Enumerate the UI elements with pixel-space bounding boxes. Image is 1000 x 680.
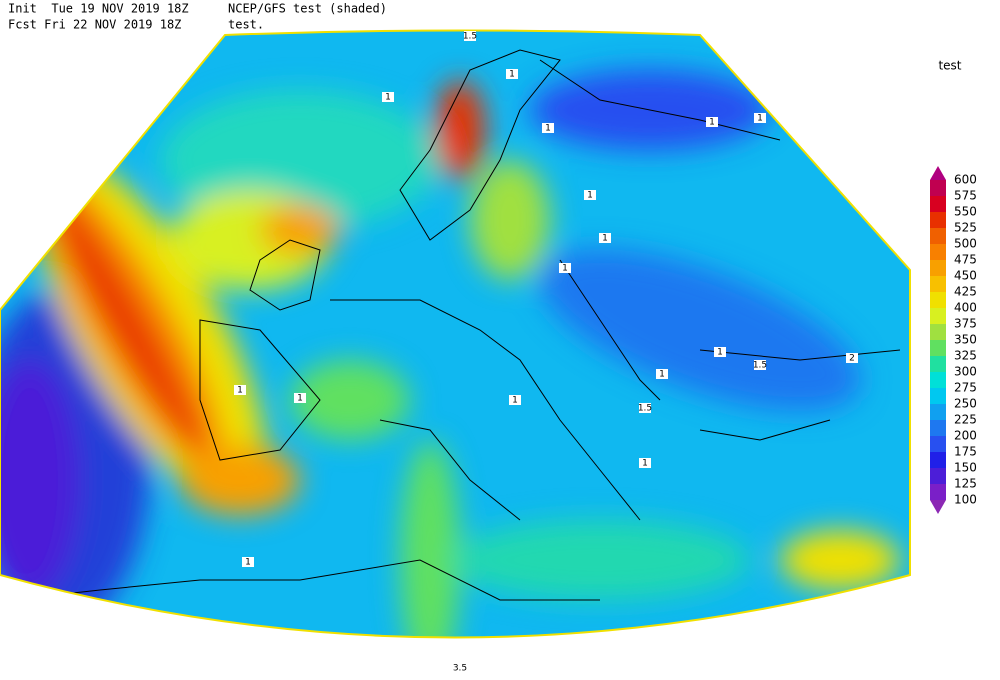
contour-label: 1 [545, 124, 551, 134]
map-border [0, 29, 911, 639]
colorbar-label: 350 [954, 333, 977, 347]
colorbar-swatch [930, 292, 946, 308]
contour-label: 3.5 [453, 664, 467, 674]
colorbar-label: 100 [954, 493, 977, 507]
colorbar-swatch [930, 276, 946, 292]
contour-label-bg [242, 557, 254, 567]
contour-label-bg [509, 395, 521, 405]
colorbar-swatch [930, 388, 946, 404]
colorbar-swatch [930, 196, 946, 212]
contour-label: 1 [709, 118, 715, 128]
colorbar-swatch [930, 308, 946, 324]
colorbar-label: 300 [954, 365, 977, 379]
contour-label: 1 [642, 459, 648, 469]
colorbar-label: 425 [954, 285, 977, 299]
contour-label-bg [464, 31, 476, 41]
contour-label-bg [639, 458, 651, 468]
colorbar-label: 400 [954, 301, 977, 315]
colorbar-arrow-high [930, 166, 946, 180]
colorbar-label: 450 [954, 269, 977, 283]
colorbar-label: 325 [954, 349, 977, 363]
colorbar-label: 475 [954, 253, 977, 267]
colorbar-swatch [930, 260, 946, 276]
contour-label-bg [584, 190, 596, 200]
legend-title: test [938, 59, 961, 73]
colorbar-label: 200 [954, 429, 977, 443]
contour-label: 1.5 [753, 361, 767, 371]
contour-label: 1.5 [463, 32, 477, 42]
colorbar-arrow-low [930, 500, 946, 514]
colorbar-swatch [930, 372, 946, 388]
map-field [0, 30, 910, 638]
contour-label: 1 [717, 348, 723, 358]
colorbar-label: 550 [954, 205, 977, 219]
colorbar-label: 225 [954, 413, 977, 427]
colorbar-swatch [930, 180, 946, 196]
colorbar: 100 125 150 175 200 225 250 275 300 325 350 375 400 4… [930, 166, 977, 514]
contour-label-bg [506, 69, 518, 79]
contour-label: 1 [512, 396, 518, 406]
contour-label-bg [382, 92, 394, 102]
contour-label: 1 [659, 370, 665, 380]
map-title: NCEP/GFS test (shaded) [228, 2, 387, 16]
colorbar-label: 500 [954, 237, 977, 251]
contour-label-bg [846, 353, 858, 363]
contour-label-bg [454, 663, 466, 673]
colorbar-swatch [930, 420, 946, 436]
contour-label-bg [542, 123, 554, 133]
colorbar-label: 175 [954, 445, 977, 459]
contour-label: 1 [562, 264, 568, 274]
colorbar-swatch [930, 228, 946, 244]
colorbar-swatch [930, 484, 946, 500]
colorbar-label: 250 [954, 397, 977, 411]
contour-label-bg [234, 385, 246, 395]
contour-label-bg [706, 117, 718, 127]
contour-label: 1 [757, 114, 763, 124]
contour-label: 1 [509, 70, 515, 80]
forecast-time: Fcst Fri 22 NOV 2019 18Z [8, 18, 181, 32]
colorbar-label: 375 [954, 317, 977, 331]
colorbar-swatch [930, 468, 946, 484]
contour-label: 1 [602, 234, 608, 244]
colorbar-swatch [930, 436, 946, 452]
contour-label-bg [754, 360, 766, 370]
colorbar-swatch [930, 340, 946, 356]
contour-label: 1 [245, 558, 251, 568]
colorbar-swatch [930, 324, 946, 340]
contour-label-bg [599, 233, 611, 243]
colorbar-swatch [930, 356, 946, 372]
contour-label-bg [714, 347, 726, 357]
contour-label-bg [754, 113, 766, 123]
contour-label-bg [294, 393, 306, 403]
colorbar-label: 525 [954, 221, 977, 235]
contour-label: 1.5 [638, 404, 652, 414]
contour-label-bg [656, 369, 668, 379]
contour-label-bg [559, 263, 571, 273]
contour-label: 1 [385, 93, 391, 103]
contour-label-bg [639, 403, 651, 413]
contour-label: 1 [297, 394, 303, 404]
colorbar-swatch [930, 404, 946, 420]
colorbar-label: 600 [954, 173, 977, 187]
colorbar-label: 125 [954, 477, 977, 491]
init-time: Init Tue 19 NOV 2019 18Z [8, 2, 189, 16]
contour-label: 1 [237, 386, 243, 396]
colorbar-swatch [930, 212, 946, 228]
colorbar-swatch [930, 244, 946, 260]
map-subtitle: test. [228, 18, 264, 32]
contour-labels: 1.5 1 1 1 1 1 1 1 1 1.5 2 1.5 1 1 1 1 1 1 1 3.5 [234, 31, 858, 674]
contour-label: 1 [587, 191, 593, 201]
colorbar-swatch [930, 452, 946, 468]
colorbar-label: 150 [954, 461, 977, 475]
colorbar-label: 575 [954, 189, 977, 203]
contour-label: 2 [849, 354, 855, 364]
colorbar-label: 275 [954, 381, 977, 395]
